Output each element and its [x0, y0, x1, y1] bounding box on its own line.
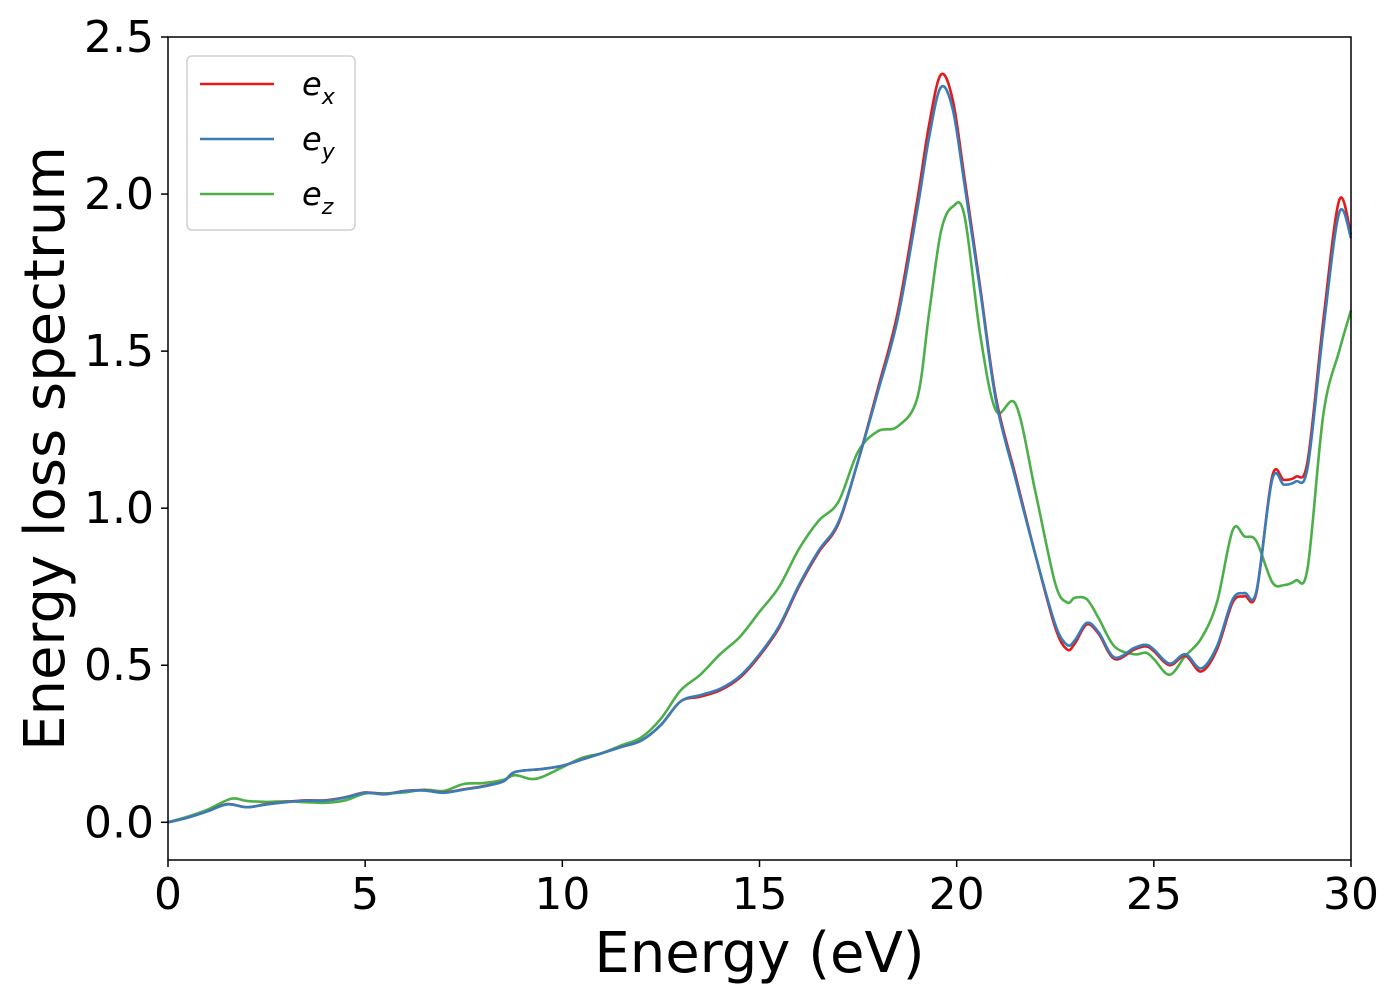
- legend: ex ey ez: [186, 55, 356, 231]
- y-axis-title: Energy loss spectrum: [13, 146, 78, 751]
- x-tick-label: 5: [351, 869, 379, 920]
- x-tick-label: 30: [1323, 869, 1379, 920]
- y-tick-label: 0.5: [84, 640, 154, 691]
- x-axis-title: Energy (eV): [594, 921, 924, 986]
- y-tick-label: 0.0: [84, 797, 154, 848]
- series-line-e-y: [167, 84, 1353, 824]
- y-tick-label: 2.0: [84, 169, 154, 220]
- y-tick-label: 2.5: [84, 12, 154, 63]
- y-tick-label: 1.0: [84, 483, 154, 534]
- y-tick-label: 1.5: [84, 326, 154, 377]
- x-tick-label: 10: [534, 869, 590, 920]
- series-line-e-z: [167, 201, 1353, 824]
- x-tick-label: 25: [1126, 869, 1182, 920]
- legend-box: [186, 55, 356, 231]
- x-tick-label: 15: [732, 869, 788, 920]
- plot-frame: [167, 36, 1352, 861]
- plot-area: [167, 72, 1353, 824]
- legend-label-e-x: ex: [302, 65, 336, 110]
- legend-label-e-y: ey: [302, 120, 336, 165]
- x-tick-label: 0: [154, 869, 182, 920]
- axis-ticks: 0 5 10 15 20 25 30 0.0 0.5 1.0 1.5 2.0 2.5: [84, 12, 1379, 920]
- x-tick-label: 20: [929, 869, 985, 920]
- legend-label-e-z: ez: [302, 175, 334, 220]
